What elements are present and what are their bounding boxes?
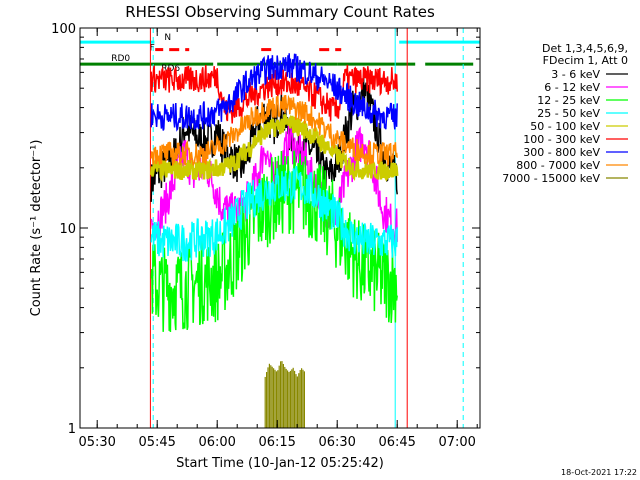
series-7000-15000kev bbox=[264, 361, 305, 428]
y-tick-label: 10 bbox=[59, 222, 76, 237]
legend-entry: 12 - 25 keV bbox=[537, 94, 600, 107]
annotation-n: N bbox=[164, 33, 171, 43]
y-tick-label: 100 bbox=[51, 22, 76, 37]
legend-header: Det 1,3,4,5,6,9, bbox=[542, 42, 628, 55]
legend-entry: 800 - 7000 keV bbox=[516, 159, 600, 172]
legend-entry: 100 - 300 keV bbox=[523, 133, 600, 146]
x-tick-label: 06:00 bbox=[198, 435, 235, 450]
x-tick-label: 05:45 bbox=[138, 435, 175, 450]
x-tick-label: 06:30 bbox=[318, 435, 355, 450]
y-axis-label: Count Rate (s⁻¹ detector⁻¹) bbox=[29, 140, 44, 317]
timestamp: 18-Oct-2021 17:22 bbox=[561, 468, 637, 477]
y-axis: 1 10 100 bbox=[51, 22, 480, 437]
legend-entry: 25 - 50 keV bbox=[537, 107, 600, 120]
series-800-7000-kev bbox=[150, 94, 398, 166]
series-100-300-kev bbox=[150, 64, 398, 124]
legend-entry: 300 - 800 keV bbox=[523, 146, 600, 159]
annotation-f: F bbox=[150, 44, 155, 54]
legend-entry: 6 - 12 keV bbox=[544, 81, 600, 94]
x-tick-label: 05:30 bbox=[78, 435, 115, 450]
legend-entry: 3 - 6 keV bbox=[551, 68, 600, 81]
legend-entry: 7000 - 15000 keV bbox=[502, 172, 600, 185]
legend: Det 1,3,4,5,6,9,FDecim 1, Att 03 - 6 keV… bbox=[502, 42, 628, 185]
x-axis-label: Start Time (10-Jan-12 05:25:42) bbox=[176, 456, 384, 471]
series-12-25-kev bbox=[150, 150, 398, 333]
y-tick-label: 1 bbox=[68, 422, 76, 437]
series-300-800-kev bbox=[150, 53, 398, 132]
series-25-50-kev bbox=[150, 165, 398, 263]
legend-header: FDecim 1, Att 0 bbox=[543, 54, 628, 67]
x-tick-label: 06:45 bbox=[378, 435, 415, 450]
x-tick-label: 06:15 bbox=[258, 435, 295, 450]
x-axis: 05:30 05:45 06:00 06:15 06:30 06:45 07:00 bbox=[78, 28, 478, 450]
annotation-rd0: RD0 bbox=[111, 54, 130, 64]
x-tick-label: 07:00 bbox=[438, 435, 475, 450]
chart-title: RHESSI Observing Summary Count Rates bbox=[125, 3, 435, 21]
legend-entry: 50 - 100 keV bbox=[530, 120, 600, 133]
